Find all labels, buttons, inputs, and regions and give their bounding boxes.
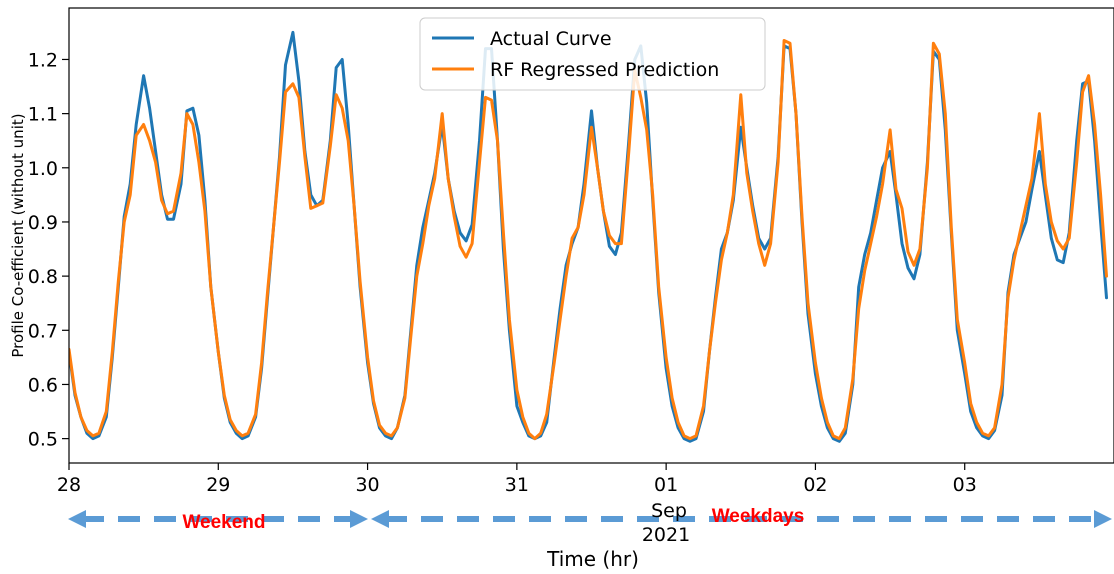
legend-box [419,17,766,91]
y-axis-label: Profile Co-efficient (without unit) [9,113,27,357]
y-tick-label: 1.1 [28,104,58,126]
x-sub-label-month: Sep [651,500,687,522]
x-sub-label-year: 2021 [642,524,690,546]
x-tick-label: 03 [953,474,977,496]
weekend-arrow [68,510,368,528]
y-tick-label: 0.9 [28,212,58,234]
x-tick-label: 29 [206,474,230,496]
legend-label-rf-prediction: RF Regressed Prediction [490,59,719,81]
series-line-rf-prediction [69,39,1108,441]
x-tick-label: 02 [803,474,827,496]
weekdays-label: Weekdays [712,506,805,527]
y-tick-label: 0.5 [28,429,58,451]
arrow-head-left [68,510,86,528]
x-tick-label: 28 [57,474,81,496]
x-tick-label: 31 [505,474,529,496]
y-tick-label: 0.6 [28,374,58,396]
legend: Actual Curve RF Regressed Prediction [419,17,766,91]
weekdays-arrow [371,510,1112,528]
legend-label-actual-curve: Actual Curve [490,28,612,50]
y-tick-label: 0.7 [28,320,58,342]
x-tick-label: 01 [654,474,678,496]
weekend-label: Weekend [182,512,265,533]
arrow-head-right [350,510,368,528]
y-tick-label: 0.8 [28,266,58,288]
y-tick-label: 1.2 [28,49,58,71]
x-axis: 28 29 30 31 01 02 03 [57,463,977,496]
arrow-head-right [1094,510,1112,528]
plot-frame [68,7,1114,464]
y-tick-label: 1.0 [28,158,58,180]
x-tick-label: 30 [355,474,379,496]
annotation-layer [68,510,1112,528]
y-axis: 0.5 0.6 0.7 0.8 0.9 1.0 1.1 1.2 [28,49,69,451]
arrow-head-left [371,510,389,528]
plot-area [69,30,1108,443]
x-axis-label: Time (hr) [546,547,639,571]
